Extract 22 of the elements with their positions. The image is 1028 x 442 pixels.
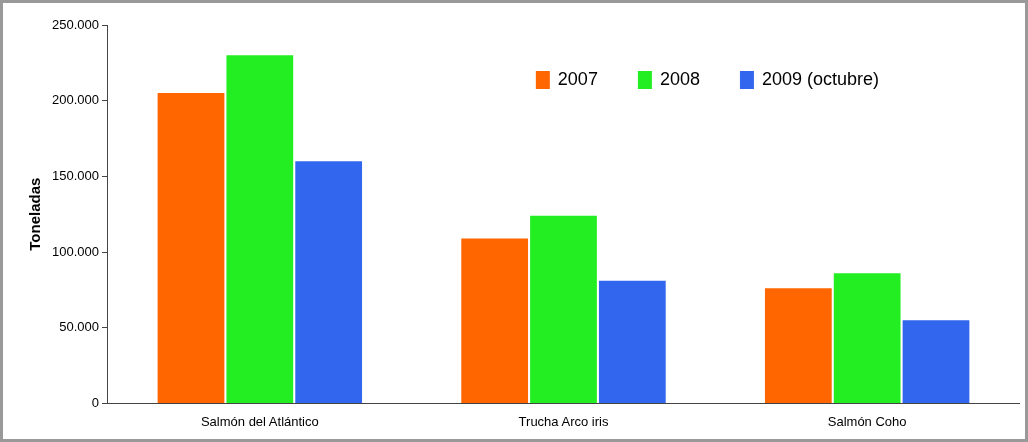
bar xyxy=(902,320,970,403)
y-tick-label: 50.000 xyxy=(59,319,99,335)
x-tick-label: Trucha Arco iris xyxy=(518,413,609,429)
bar xyxy=(461,238,529,403)
legend-label: 2007 xyxy=(557,68,598,89)
bar xyxy=(530,215,597,403)
bar xyxy=(226,55,294,403)
y-tick-label: 150.000 xyxy=(51,167,99,183)
bar xyxy=(295,161,363,403)
y-axis-title: Toneladas xyxy=(26,177,44,251)
y-tick-label: 200.000 xyxy=(51,92,99,108)
legend-label: 2008 xyxy=(659,68,700,89)
bar xyxy=(833,273,901,403)
y-tick-label: 100.000 xyxy=(51,243,99,259)
y-tick-label: 250.000 xyxy=(51,16,99,32)
y-tick-label: 0 xyxy=(91,394,99,410)
bar xyxy=(764,288,832,403)
x-tick-label: Salmón del Atlántico xyxy=(200,413,319,429)
bar xyxy=(598,280,666,403)
bar xyxy=(157,93,225,403)
x-tick-label: Salmón Coho xyxy=(827,413,907,429)
legend-label: 2009 (octubre) xyxy=(761,68,880,89)
